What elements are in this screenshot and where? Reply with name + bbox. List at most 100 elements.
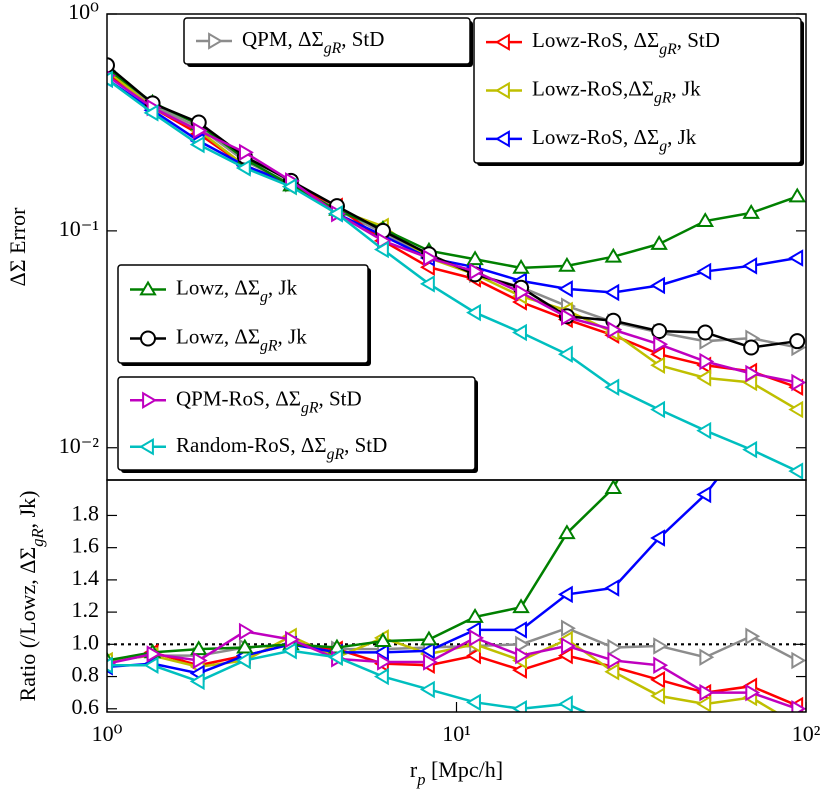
marker (512, 700, 527, 712)
marker (557, 646, 573, 665)
marker (557, 280, 573, 298)
marker (466, 693, 481, 712)
marker (189, 135, 205, 154)
marker (235, 651, 251, 670)
marker (698, 283, 712, 295)
marker (515, 283, 531, 302)
marker (788, 462, 804, 480)
y-tick-label: 10⁰ (68, 0, 99, 24)
marker (466, 250, 484, 266)
marker (235, 159, 251, 177)
marker (373, 643, 389, 662)
y-axis-label: ΔΣ Error (5, 207, 30, 287)
x-axis-label: rp [Mpc/h] (410, 757, 503, 789)
marker (374, 632, 392, 648)
axes-frame (106, 479, 807, 713)
marker (604, 579, 620, 597)
x-tick-label: 10¹ (442, 721, 471, 746)
y-tick-label: 0.6 (72, 694, 100, 719)
marker (466, 303, 481, 322)
marker (791, 373, 806, 392)
marker (650, 276, 666, 295)
plot-area (107, 57, 806, 480)
marker (419, 680, 435, 699)
marker (281, 177, 297, 196)
legend-box (117, 264, 369, 364)
marker (558, 256, 576, 272)
marker (696, 369, 712, 387)
marker (788, 187, 806, 203)
legend-label: QPM-RoS, ΔΣgR, StD (176, 386, 362, 416)
y-tick-label: 10⁻¹ (59, 216, 99, 241)
marker (192, 121, 208, 140)
marker (557, 695, 573, 712)
marker (146, 645, 162, 663)
marker (495, 81, 510, 100)
marker (650, 671, 666, 689)
marker (698, 740, 710, 754)
marker (696, 212, 715, 227)
marker (377, 653, 392, 671)
marker (789, 333, 806, 350)
y-tick-label: 1.0 (72, 629, 100, 654)
marker (745, 364, 761, 383)
marker (469, 629, 485, 647)
marker (745, 683, 761, 702)
series-line (107, 649, 588, 712)
marker (744, 745, 756, 759)
legend-label: Random-RoS, ΔΣgR, StD (176, 433, 387, 463)
marker (650, 529, 666, 547)
series-line (107, 626, 798, 662)
marker (696, 485, 712, 504)
marker (281, 642, 297, 660)
series-line (107, 72, 798, 389)
marker (469, 262, 485, 281)
marker (561, 637, 576, 655)
marker (512, 323, 527, 342)
marker (744, 428, 756, 442)
series-line (107, 480, 620, 662)
marker (606, 718, 618, 732)
marker (650, 235, 668, 250)
legend-label: QPM, ΔΣgR, StD (242, 27, 384, 57)
marker (742, 203, 760, 219)
legend-label: Lowz-RoS, ΔΣgR, StD (532, 28, 720, 58)
legend-box (183, 17, 471, 65)
marker (604, 378, 620, 397)
marker (238, 622, 254, 641)
marker (107, 57, 115, 74)
marker (696, 695, 712, 712)
marker (742, 440, 758, 459)
marker (143, 104, 159, 122)
marker (189, 672, 205, 691)
series-line (107, 78, 798, 294)
legend-label: Lowz, ΔΣg, Jk (176, 275, 298, 305)
marker (650, 687, 666, 705)
marker (557, 585, 573, 604)
marker (557, 345, 573, 363)
marker (143, 656, 159, 675)
marker (650, 356, 666, 375)
marker (238, 143, 254, 162)
marker (699, 648, 715, 666)
marker (466, 646, 481, 665)
marker (790, 758, 802, 772)
legend-label: Lowz-RoS,ΔΣgR, Jk (532, 76, 701, 106)
marker (788, 400, 804, 419)
marker (652, 729, 664, 743)
marker (696, 421, 712, 440)
legend-label: Lowz, ΔΣgR, Jk (176, 324, 307, 354)
marker (512, 258, 530, 274)
marker (139, 438, 154, 456)
y-tick-label: 10⁻² (59, 433, 100, 458)
marker (419, 642, 435, 660)
marker (495, 33, 510, 51)
y-tick-label: 1.6 (72, 533, 100, 558)
marker (140, 330, 156, 347)
marker (653, 656, 669, 675)
marker (604, 662, 620, 681)
marker (423, 653, 438, 671)
marker (328, 648, 343, 666)
marker (699, 683, 715, 702)
marker (512, 598, 530, 614)
